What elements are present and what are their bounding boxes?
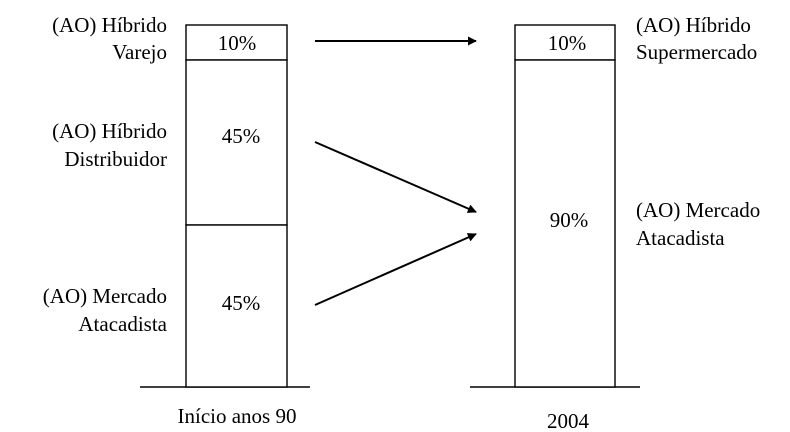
category-left-distribuidor-line2: Distribuidor [64, 147, 167, 171]
bar-right: 10% 90% (AO) Híbrido Supermercado (AO) M… [470, 13, 760, 432]
category-right-supermercado-line2: Supermercado [636, 40, 757, 64]
bar-label-left: Início anos 90 [178, 404, 297, 428]
category-left-distribuidor-line1: (AO) Híbrido [52, 119, 167, 143]
flow-arrows [314, 36, 477, 306]
value-left-distribuidor: 45% [222, 124, 261, 148]
category-right-atacadista-line1: (AO) Mercado [636, 198, 760, 222]
segment-left-atacadista [185, 224, 288, 388]
segment-right-atacadista [514, 59, 616, 388]
bar-left: 10% 45% 45% (AO) Híbrido Varejo (AO) Híb… [43, 13, 310, 428]
value-left-varejo: 10% [218, 31, 257, 55]
category-left-atacadista-line2: Atacadista [78, 312, 167, 336]
bar-label-right: 2004 [547, 409, 590, 432]
value-right-atacadista: 90% [550, 208, 589, 232]
arrow-atacadista-to-atacadista [314, 233, 477, 306]
segment-right-supermercado [514, 24, 616, 61]
value-left-atacadista: 45% [222, 291, 261, 315]
segment-left-distribuidor [185, 59, 288, 226]
value-right-supermercado: 10% [548, 31, 587, 55]
category-right-atacadista-line2: Atacadista [636, 226, 725, 250]
category-left-atacadista-line1: (AO) Mercado [43, 284, 167, 308]
category-left-varejo-line1: (AO) Híbrido [52, 13, 167, 37]
category-left-varejo-line2: Varejo [112, 40, 167, 64]
arrow-distribuidor-to-atacadista [314, 141, 477, 213]
category-right-supermercado-line1: (AO) Híbrido [636, 13, 751, 37]
